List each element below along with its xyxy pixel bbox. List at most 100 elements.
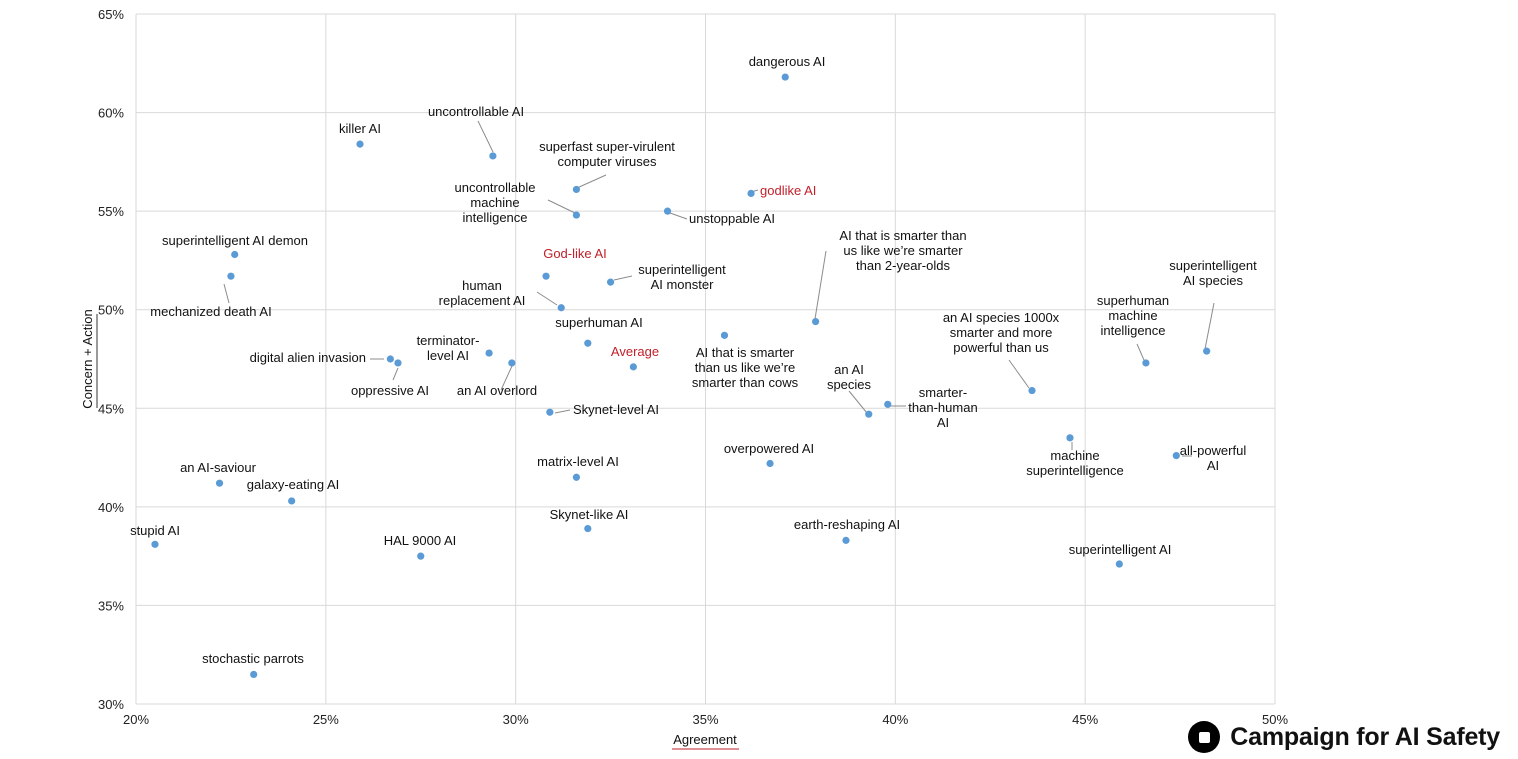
y-tick-label: 30% — [98, 697, 124, 712]
data-point — [489, 152, 497, 160]
data-point — [584, 339, 592, 347]
data-label: overpowered AI — [724, 441, 814, 456]
y-axis-title: Concern + Action — [80, 309, 95, 408]
data-label: killer AI — [339, 121, 381, 136]
axis-ticks: 20% 25% 30% 35% 40% 45% 50% 30% 35% 40% 45% 50% 55% 6… — [98, 7, 1288, 727]
data-point — [1028, 386, 1036, 395]
leader-line — [536, 291, 558, 306]
data-label: AI that is smarter than us like we’re smar… — [692, 345, 799, 390]
data-label: an AI overlord — [457, 383, 537, 398]
leader-line — [669, 212, 688, 220]
leader-line — [1204, 302, 1215, 350]
data-points — [151, 73, 1211, 679]
data-label: Average — [611, 344, 659, 359]
data-point — [227, 272, 235, 280]
data-point — [508, 359, 516, 367]
leader-line — [1008, 359, 1030, 389]
data-label: matrix-level AI — [537, 454, 619, 469]
data-point — [663, 207, 672, 215]
data-label: all-powerful AI — [1180, 443, 1247, 473]
brand-name: Campaign for AI Safety — [1230, 722, 1500, 751]
y-tick-label: 50% — [98, 303, 124, 318]
data-label: an AI species 1000x smarter and more power… — [943, 310, 1060, 355]
y-tick-label: 65% — [98, 7, 124, 22]
data-label: superintelligent AI monster — [638, 262, 726, 292]
stop-square-icon — [1188, 721, 1221, 753]
data-point — [572, 473, 581, 481]
data-point — [720, 331, 729, 339]
data-point — [884, 400, 892, 408]
data-point — [288, 497, 296, 505]
leader-line — [613, 275, 633, 281]
data-label: machine superintelligence — [1026, 448, 1124, 478]
data-point — [485, 349, 493, 357]
leader-line — [547, 199, 576, 214]
leader-line — [576, 174, 607, 189]
data-label: superintelligent AI demon — [162, 233, 308, 248]
data-label: an AI-saviour — [180, 460, 257, 475]
data-label: superfast super-virulent computer viruses — [539, 139, 675, 169]
data-point — [386, 355, 394, 363]
data-point — [542, 272, 550, 280]
data-label: smarter-than-human AI — [908, 385, 977, 430]
leader-line — [1136, 343, 1145, 361]
data-label: God-like AI — [543, 246, 607, 261]
data-label: Skynet-like AI — [550, 507, 629, 522]
y-tick-label: 40% — [98, 500, 124, 515]
data-point — [1172, 452, 1180, 460]
data-point — [546, 408, 554, 416]
y-tick-label: 45% — [98, 401, 124, 416]
data-label: uncontrollable AI — [428, 104, 524, 119]
leader-line — [223, 283, 230, 304]
data-point — [606, 278, 615, 286]
y-tick-label: 35% — [98, 598, 124, 613]
data-label: stochastic parrots — [202, 651, 304, 666]
data-label: HAL 9000 AI — [384, 533, 457, 548]
data-point — [1142, 359, 1150, 367]
y-tick-label: 60% — [98, 106, 124, 121]
data-point — [629, 363, 637, 371]
data-label: an AI species — [827, 362, 872, 392]
data-label: human replacement AI — [439, 278, 526, 308]
leader-line — [477, 120, 494, 153]
data-label: unstoppable AI — [689, 211, 775, 226]
data-point — [151, 540, 159, 548]
data-point — [215, 479, 224, 487]
data-label: stupid AI — [130, 523, 180, 538]
data-label: terminator-level AI — [417, 333, 480, 363]
data-label: superhuman AI — [555, 315, 642, 330]
data-point — [781, 73, 789, 81]
x-tick-label: 20% — [123, 712, 149, 727]
data-label: AI that is smarter than us like we’re sma… — [839, 228, 966, 273]
grid-lines — [135, 13, 1276, 705]
data-point — [250, 670, 258, 679]
data-point — [842, 536, 850, 544]
data-point — [1203, 347, 1211, 355]
data-point — [417, 552, 425, 560]
leader-line — [554, 409, 571, 414]
x-axis-title: Agreement — [673, 732, 737, 747]
data-label: mechanized death AI — [150, 304, 271, 319]
data-point — [1115, 560, 1123, 568]
data-label: superhuman machine intelligence — [1097, 293, 1169, 338]
data-label: oppressive AI — [351, 383, 429, 398]
leader-line — [392, 367, 399, 381]
data-point — [1066, 434, 1074, 442]
leader-line — [848, 390, 868, 414]
x-tick-label: 50% — [1262, 712, 1288, 727]
leader-line — [814, 250, 827, 320]
data-label: superintelligent AI species — [1169, 258, 1257, 288]
data-point — [865, 410, 873, 418]
data-point — [572, 211, 581, 219]
leader-line — [500, 365, 513, 391]
y-tick-label: 55% — [98, 204, 124, 219]
data-point — [557, 304, 565, 312]
data-label: digital alien invasion — [250, 350, 366, 365]
data-point — [584, 524, 592, 533]
data-label: dangerous AI — [749, 54, 826, 69]
data-label: galaxy-eating AI — [247, 477, 340, 492]
data-labels: dangerous AI killer AI uncontrollable AI su… — [130, 54, 1257, 666]
data-label: godlike AI — [760, 183, 816, 198]
data-point — [812, 317, 820, 326]
x-tick-label: 40% — [882, 712, 908, 727]
